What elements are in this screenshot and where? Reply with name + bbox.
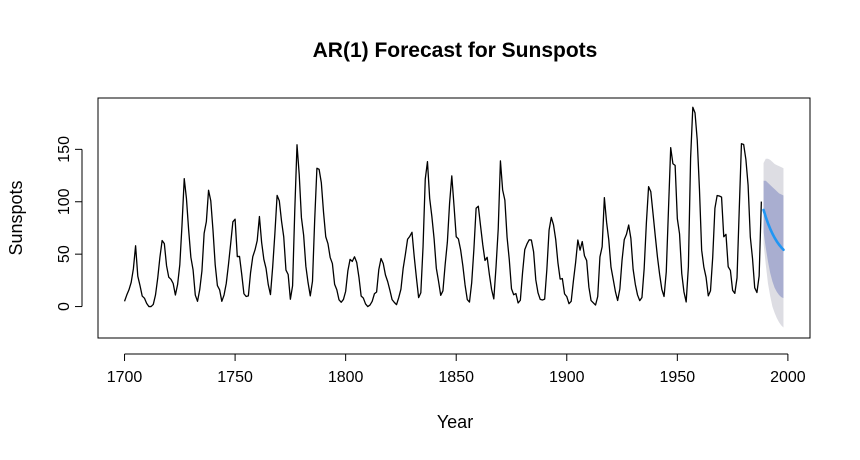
y-tick-label-50: 50 xyxy=(56,245,73,263)
y-tick-label-150: 150 xyxy=(56,136,73,163)
series-line-0 xyxy=(123,106,762,308)
y-axis-label: Sunspots xyxy=(6,180,26,255)
x-tick-label-1700: 1700 xyxy=(107,369,143,386)
axes: 1700 1750 1800 1850 1900 1950 2000 0 50 100 150 xyxy=(56,136,806,386)
x-tick-label-1750: 1750 xyxy=(217,369,253,386)
chart-title: AR(1) Forecast for Sunspots xyxy=(313,39,598,62)
x-tick-label-1900: 1900 xyxy=(549,369,585,386)
x-axis-label: Year xyxy=(437,412,473,432)
plot-area xyxy=(123,106,785,328)
plot-frame xyxy=(97,97,811,339)
y-tick-label-0: 0 xyxy=(56,302,73,311)
x-tick-label-1950: 1950 xyxy=(660,369,696,386)
x-tick-label-1800: 1800 xyxy=(328,369,364,386)
forecast-mean-line xyxy=(762,208,785,252)
x-tick-label-1850: 1850 xyxy=(438,369,474,386)
y-tick-label-100: 100 xyxy=(56,188,73,215)
forecast-interval-80 xyxy=(763,180,784,299)
x-tick-label-2000: 2000 xyxy=(770,369,806,386)
